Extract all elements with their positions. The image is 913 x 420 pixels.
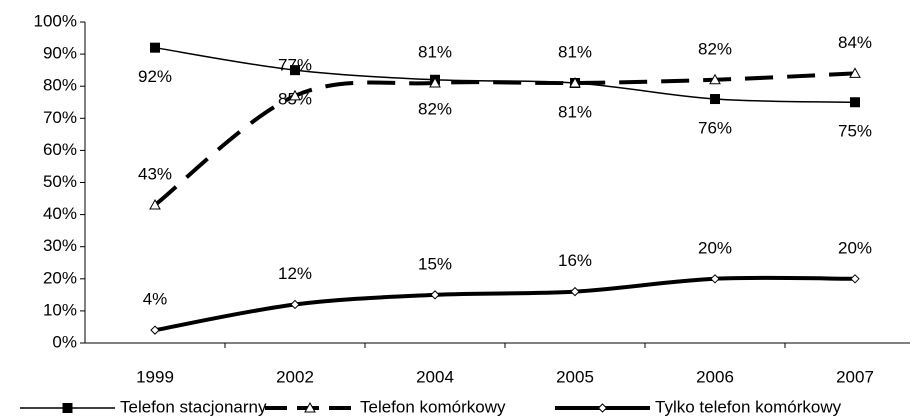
marker xyxy=(849,67,861,78)
line-series xyxy=(153,71,856,207)
data-label: 16% xyxy=(558,251,592,270)
y-tick-label: 10% xyxy=(43,300,77,319)
data-label: 43% xyxy=(138,164,172,183)
x-tick-label: 2007 xyxy=(836,367,874,386)
legend-label: Telefon stacjonarny xyxy=(120,397,267,416)
marker xyxy=(430,290,440,300)
marker xyxy=(289,89,301,101)
marker xyxy=(710,94,720,105)
data-label: 12% xyxy=(278,264,312,283)
marker xyxy=(150,42,160,53)
data-label: 75% xyxy=(838,122,872,141)
y-tick-label: 0% xyxy=(52,332,77,351)
data-label: 4% xyxy=(143,290,168,309)
data-label: 82% xyxy=(698,39,732,58)
legend-label: Tylko telefon komórkowy xyxy=(655,397,842,416)
marker xyxy=(429,76,441,88)
y-tick-label: 80% xyxy=(43,76,77,95)
y-tick-label: 60% xyxy=(43,140,77,159)
x-tick-label: 2004 xyxy=(416,367,454,386)
marker xyxy=(570,286,580,297)
marker xyxy=(290,299,300,310)
y-tick-label: 70% xyxy=(43,108,77,127)
y-tick-label: 30% xyxy=(43,236,77,255)
y-tick-label: 20% xyxy=(43,268,77,287)
marker xyxy=(290,65,300,76)
y-tick-label: 50% xyxy=(43,172,77,191)
data-label: 81% xyxy=(558,42,592,61)
data-label: 81% xyxy=(418,42,452,61)
marker xyxy=(150,325,160,335)
marker xyxy=(569,76,581,88)
marker xyxy=(850,274,860,284)
data-label: 82% xyxy=(418,99,452,118)
marker xyxy=(850,97,860,108)
y-tick-label: 90% xyxy=(43,44,77,63)
line-series xyxy=(154,275,856,333)
marker xyxy=(710,274,720,284)
marker xyxy=(597,403,608,413)
data-label: 77% xyxy=(278,55,312,74)
x-tick-label: 2006 xyxy=(696,367,734,386)
x-tick-label: 2005 xyxy=(556,367,594,386)
x-tick-label: 1999 xyxy=(136,367,174,386)
x-tick-label: 2002 xyxy=(276,367,314,386)
data-label: 92% xyxy=(138,67,172,86)
data-label: 15% xyxy=(418,254,452,273)
data-label: 76% xyxy=(698,119,732,138)
y-tick-label: 100% xyxy=(34,11,77,30)
marker xyxy=(709,73,721,85)
data-label: 20% xyxy=(698,238,732,257)
legend-label: Telefon komórkowy xyxy=(360,397,506,416)
data-label: 81% xyxy=(558,102,592,121)
marker xyxy=(62,403,73,413)
data-label: 20% xyxy=(838,238,872,257)
marker xyxy=(149,198,161,210)
y-tick-label: 40% xyxy=(43,204,77,223)
data-label: 84% xyxy=(838,33,872,52)
marker xyxy=(304,401,316,413)
line-series xyxy=(154,46,856,103)
